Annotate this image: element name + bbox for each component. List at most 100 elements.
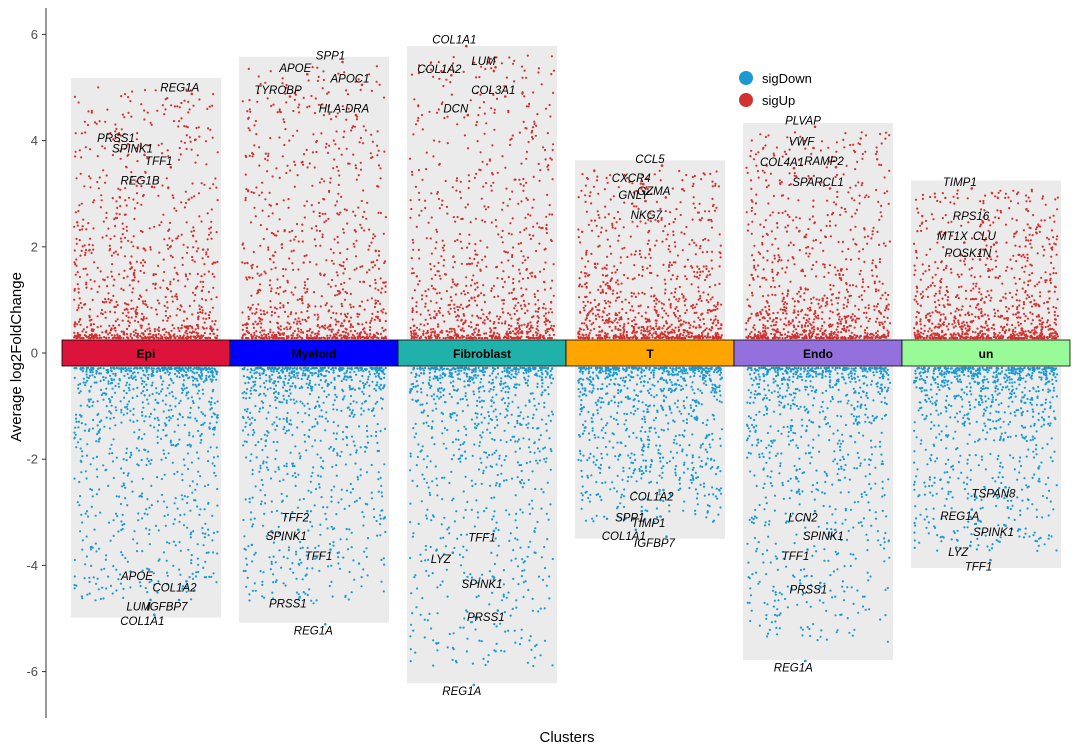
- point-up: [164, 295, 167, 299]
- point-up: [301, 229, 304, 233]
- point-up: [267, 248, 270, 251]
- point-down: [79, 447, 82, 450]
- point-up: [211, 306, 214, 309]
- point-up: [256, 100, 259, 103]
- point-up: [368, 284, 372, 287]
- point-up: [127, 320, 130, 323]
- point-up: [129, 261, 132, 264]
- point-up: [124, 199, 127, 202]
- point-down: [115, 456, 118, 459]
- point-up: [348, 336, 351, 339]
- point-up: [298, 335, 301, 338]
- point-down: [173, 372, 177, 376]
- point-up: [472, 333, 475, 336]
- point-down: [374, 375, 377, 378]
- point-down: [200, 367, 203, 370]
- point-up: [80, 202, 83, 205]
- point-down: [211, 390, 214, 393]
- point-down: [324, 512, 327, 515]
- point-up: [73, 336, 76, 339]
- point-up: [448, 331, 451, 334]
- point-down: [153, 583, 156, 586]
- point-up: [88, 249, 91, 252]
- point-up: [198, 215, 201, 218]
- point-up: [215, 186, 218, 189]
- point-up: [122, 227, 125, 230]
- point-up: [308, 260, 312, 264]
- point-up: [140, 326, 143, 329]
- point-up: [116, 253, 119, 256]
- point-down: [188, 576, 191, 579]
- point-up: [521, 277, 525, 280]
- point-down: [213, 464, 216, 467]
- point-up: [384, 312, 387, 315]
- point-down: [500, 380, 503, 383]
- point-up: [187, 325, 190, 328]
- point-up: [169, 335, 172, 338]
- point-up: [247, 67, 250, 70]
- point-down: [262, 462, 265, 465]
- point-down: [81, 597, 84, 600]
- point-up: [118, 213, 121, 216]
- point-up: [374, 282, 377, 285]
- point-up: [303, 281, 306, 284]
- point-up: [89, 186, 92, 189]
- point-down: [466, 379, 469, 383]
- point-down: [285, 399, 288, 402]
- point-down: [500, 389, 503, 392]
- point-up: [366, 333, 369, 336]
- point-down: [546, 538, 549, 541]
- point-down: [463, 425, 466, 428]
- point-up: [104, 311, 107, 314]
- point-down: [266, 388, 269, 391]
- point-up: [141, 264, 145, 267]
- point-up: [547, 164, 550, 167]
- point-up: [289, 239, 292, 242]
- point-up: [216, 151, 219, 154]
- point-down: [80, 460, 83, 463]
- point-up: [74, 273, 77, 276]
- point-up: [506, 251, 509, 254]
- point-down: [370, 463, 373, 467]
- point-up: [483, 319, 486, 322]
- point-up: [293, 185, 296, 188]
- point-down: [88, 400, 91, 403]
- point-up: [493, 331, 496, 334]
- point-up: [494, 326, 497, 329]
- point-up: [510, 325, 513, 328]
- point-down: [376, 381, 379, 384]
- point-up: [438, 291, 441, 294]
- point-down: [519, 546, 522, 549]
- point-down: [301, 374, 304, 377]
- point-down: [425, 569, 428, 573]
- point-down: [89, 548, 92, 551]
- point-down: [187, 548, 190, 551]
- point-up: [119, 134, 123, 137]
- point-down: [325, 395, 328, 398]
- point-down: [322, 401, 325, 404]
- point-up: [260, 273, 263, 276]
- point-down: [256, 366, 259, 369]
- point-down: [247, 433, 250, 436]
- point-down: [314, 405, 317, 408]
- point-down: [165, 559, 168, 562]
- point-up: [482, 313, 485, 316]
- point-up: [141, 300, 144, 303]
- point-down: [508, 371, 511, 374]
- point-up: [296, 129, 299, 132]
- point-up: [161, 328, 164, 331]
- point-up: [179, 153, 182, 156]
- point-down: [285, 429, 288, 432]
- point-down: [261, 583, 264, 587]
- point-up: [282, 267, 285, 271]
- point-up: [415, 305, 418, 308]
- point-down: [144, 415, 147, 418]
- point-up: [203, 273, 206, 276]
- point-down: [157, 367, 160, 370]
- point-down: [362, 392, 365, 396]
- point-up: [191, 182, 194, 185]
- point-down: [439, 583, 442, 587]
- point-up: [269, 258, 272, 261]
- point-down: [145, 383, 148, 386]
- point-down: [284, 584, 287, 587]
